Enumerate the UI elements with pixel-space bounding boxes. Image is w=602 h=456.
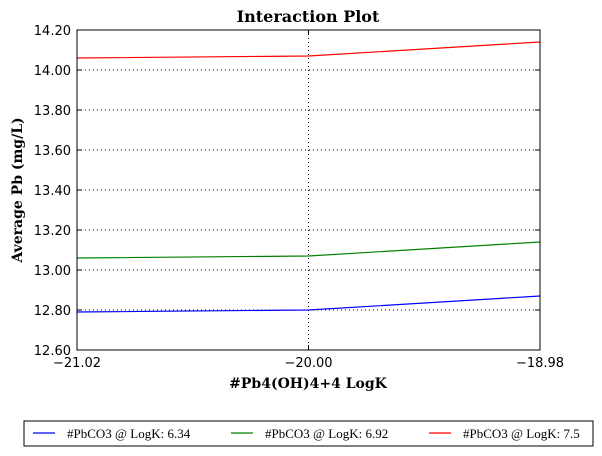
y-tick-label: 13.80: [34, 104, 71, 119]
series-lines: [76, 41, 541, 313]
y-tick-label: 12.60: [34, 344, 71, 359]
grid-lines: [77, 30, 540, 350]
y-tick-label: 13.40: [34, 184, 71, 199]
series-line-1: [76, 295, 541, 313]
y-tick-label: 13.00: [34, 264, 71, 279]
y-tick-label: 13.60: [34, 144, 71, 159]
x-tick-label: −18.98: [516, 356, 564, 371]
legend-box: [23, 420, 594, 447]
y-tick-label: 12.80: [34, 304, 71, 319]
y-axis-label: Average Pb (mg/L): [10, 117, 26, 263]
x-axis-ticks: −21.02 −20.00 −18.98: [53, 30, 564, 371]
legend-label-1: #PbCO3 @ LogK: 6.34: [67, 426, 191, 441]
legend-label-2: #PbCO3 @ LogK: 6.92: [265, 426, 388, 441]
y-axis-ticks: 12.60 12.80 13.00 13.20 13.40 13.60 13.80 14.00…: [34, 24, 540, 359]
x-axis-label: #Pb4(OH)4+4 LogK: [229, 376, 388, 392]
y-tick-label: 13.20: [34, 224, 71, 239]
y-tick-label: 14.20: [34, 24, 71, 39]
legend: #PbCO3 @ LogK: 6.34 #PbCO3 @ LogK: 6.92 #P…: [23, 420, 594, 447]
series-line-2: [76, 241, 541, 259]
x-tick-label: −21.02: [53, 356, 101, 371]
y-tick-label: 14.00: [34, 64, 71, 79]
legend-label-3: #PbCO3 @ LogK: 7.5: [463, 426, 580, 441]
x-tick-label: −20.00: [284, 356, 332, 371]
series-line-3: [76, 41, 541, 59]
chart-title: Interaction Plot: [237, 7, 380, 26]
